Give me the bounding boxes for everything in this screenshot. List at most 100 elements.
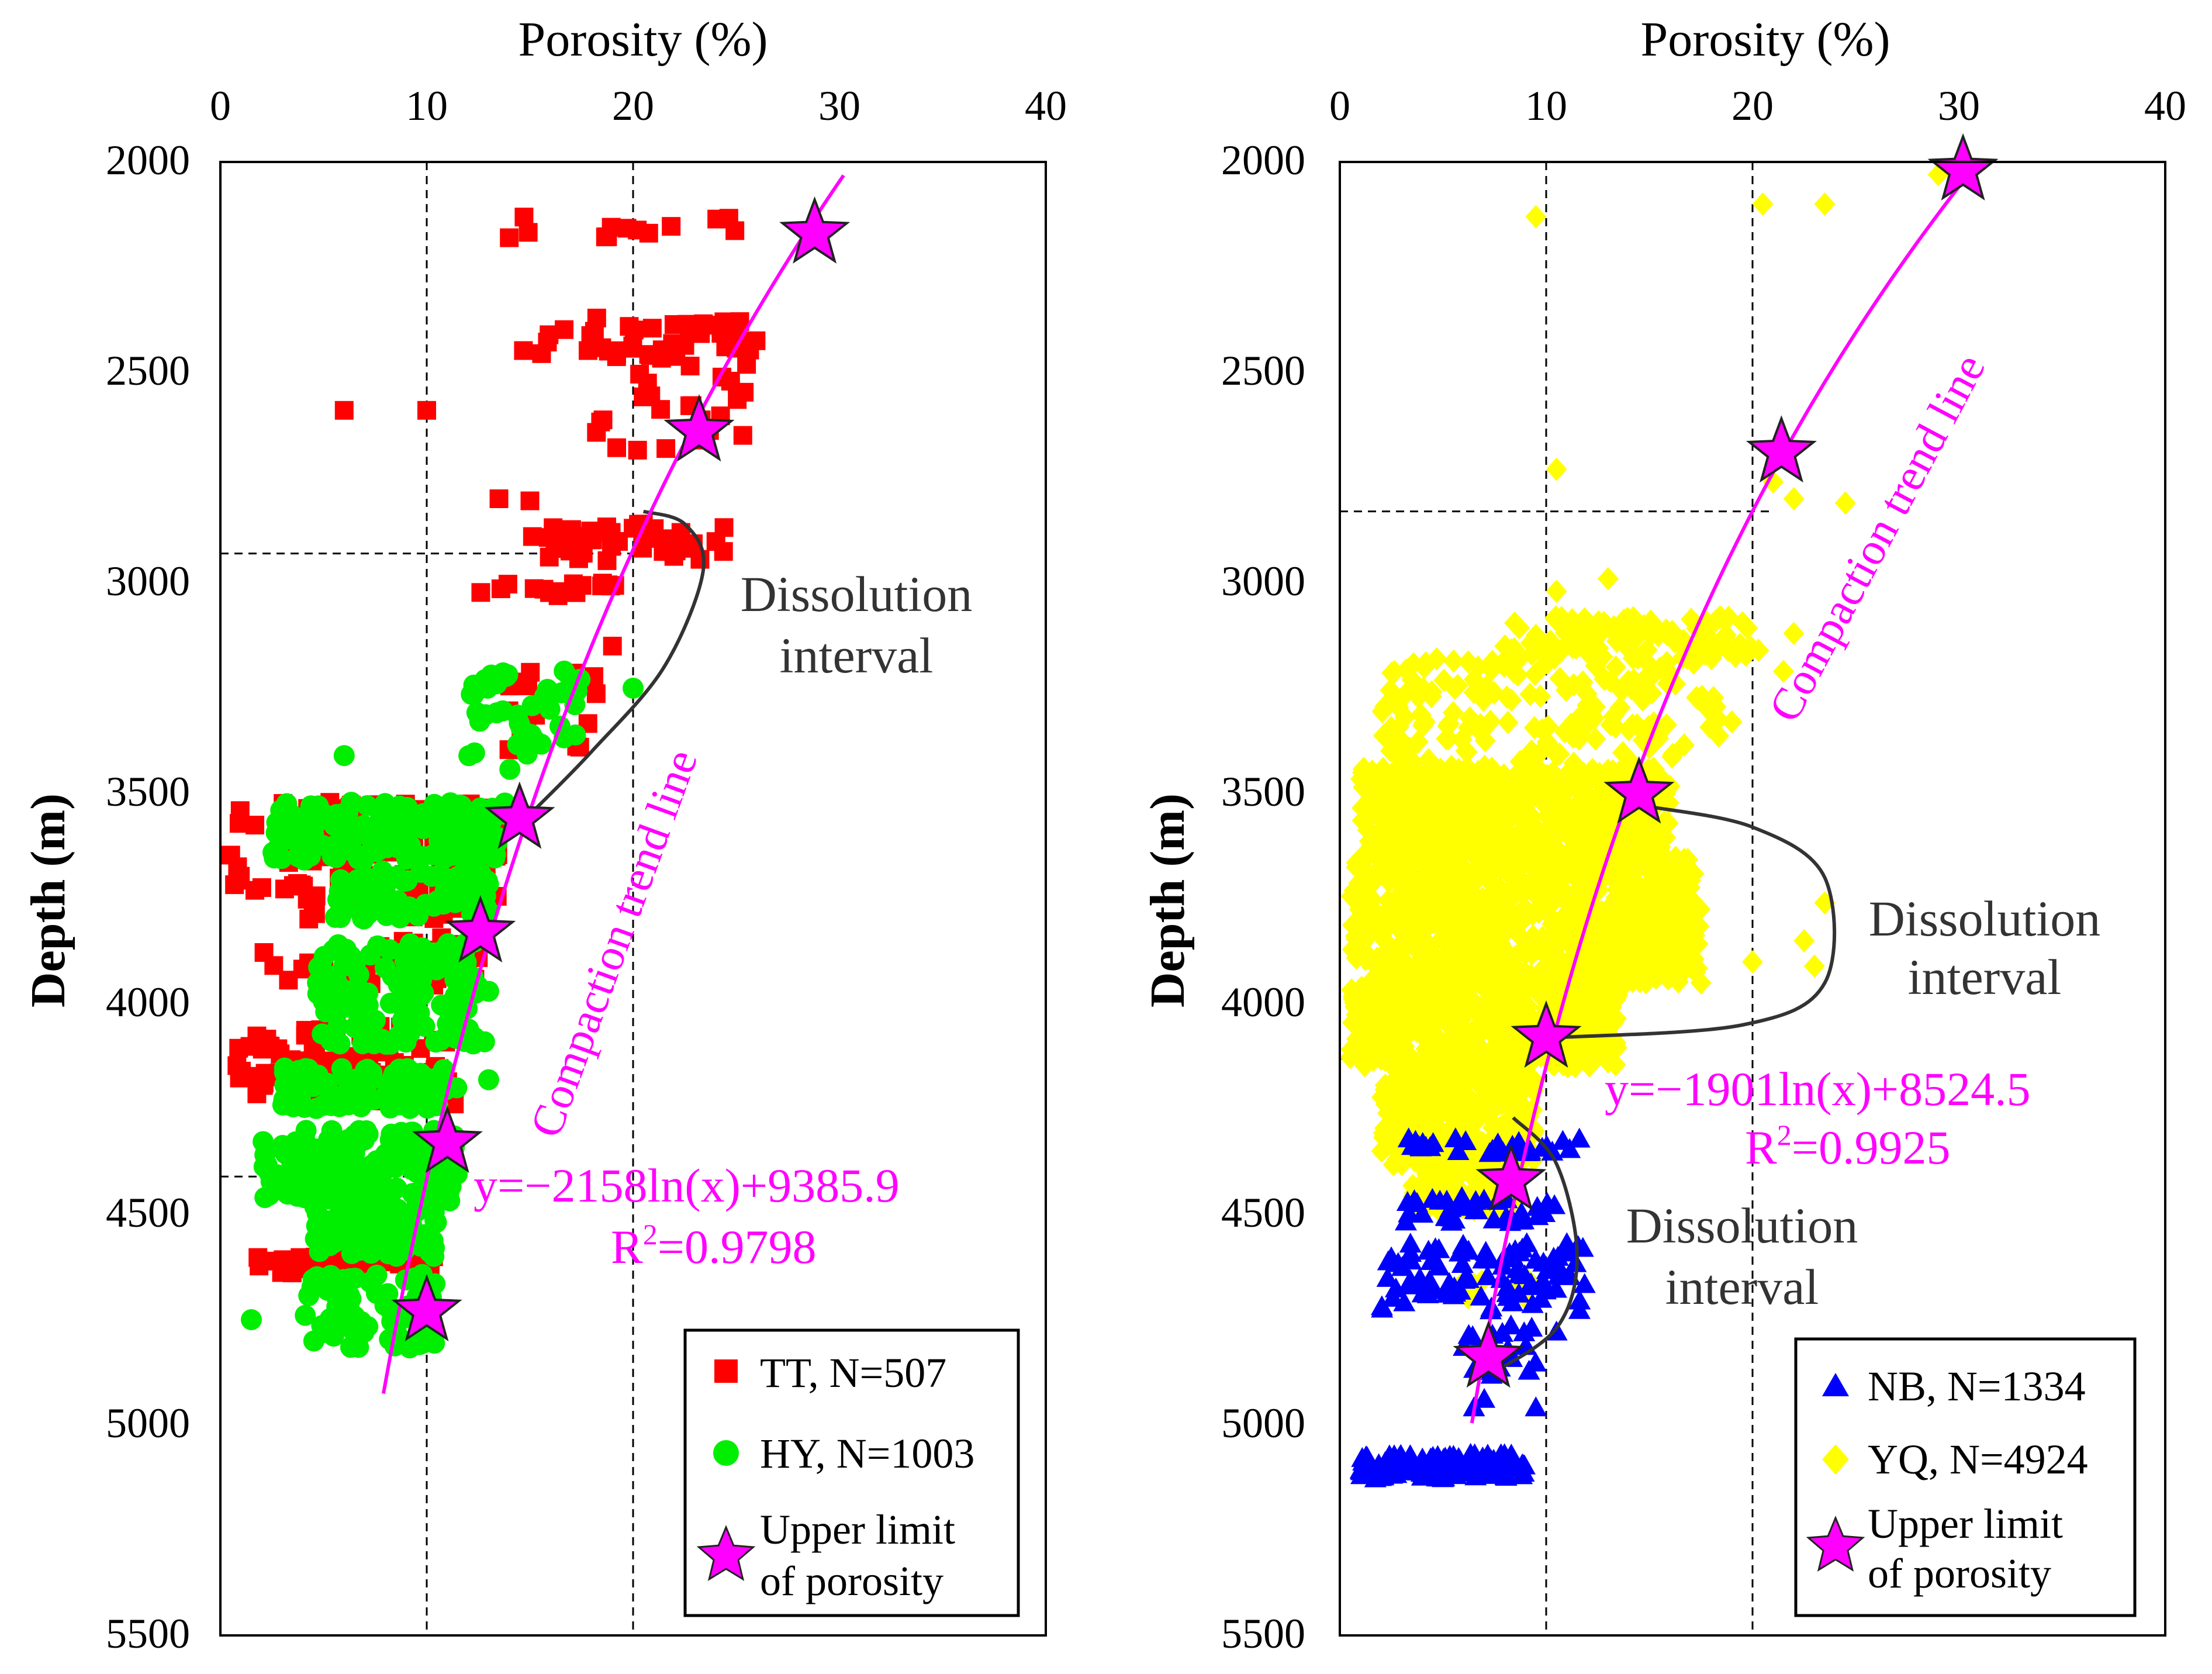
data-point (1585, 727, 1606, 751)
data-point (1540, 945, 1561, 969)
data-point (463, 684, 485, 705)
right-x-tick-label: 30 (1938, 82, 1980, 129)
left-legend-hy-label: HY, N=1003 (760, 1430, 974, 1477)
data-point (1489, 1022, 1511, 1046)
data-point (437, 933, 459, 954)
data-point (628, 440, 647, 460)
data-point (1603, 933, 1625, 957)
data-point (1814, 192, 1836, 216)
right-x-axis-title: Porosity (%) (1641, 12, 1890, 67)
data-point (593, 410, 613, 430)
data-point (656, 439, 676, 458)
data-point (1418, 816, 1440, 840)
right-legend-nb-label: NB, N=1334 (1868, 1363, 2086, 1410)
data-point (1742, 950, 1763, 974)
data-point (578, 527, 597, 546)
data-point (1636, 877, 1657, 901)
data-point (1497, 710, 1519, 734)
data-point (534, 579, 554, 599)
left-r-squared: R2=0.9798 (611, 1218, 816, 1273)
data-point (1578, 615, 1599, 638)
data-point (1615, 613, 1637, 637)
left-r2-prefix: R (611, 1220, 643, 1273)
data-point (1342, 987, 1364, 1011)
data-point (256, 1154, 278, 1176)
data-point (1681, 916, 1703, 940)
data-point (555, 320, 574, 339)
data-point (1709, 605, 1731, 629)
data-point (320, 836, 342, 858)
data-point (1392, 730, 1413, 754)
data-point (417, 401, 436, 420)
data-point (1608, 974, 1629, 998)
left-dissolution-curve (533, 509, 706, 812)
data-point (365, 841, 387, 862)
data-point (348, 817, 370, 838)
data-point (617, 219, 637, 238)
data-point (436, 846, 458, 868)
data-point (1701, 647, 1722, 671)
data-point (1468, 940, 1490, 964)
left-legend-tt-marker (714, 1359, 738, 1383)
data-point (1510, 776, 1532, 800)
data-point (443, 999, 465, 1020)
data-point (398, 1061, 420, 1082)
data-point (1357, 799, 1378, 823)
data-point (1554, 621, 1576, 645)
data-point (281, 1159, 302, 1181)
data-point (1735, 638, 1757, 662)
left-y-axis-title: Depth (m) (21, 793, 75, 1007)
data-point (549, 534, 569, 554)
data-point (336, 1157, 357, 1178)
left-x-tick-label: 30 (818, 82, 860, 129)
data-point (634, 387, 653, 406)
data-point (706, 532, 725, 551)
data-point (298, 833, 319, 855)
data-point (499, 758, 521, 780)
data-point (1708, 724, 1730, 748)
data-point (1529, 825, 1551, 849)
data-point (323, 1232, 345, 1254)
data-point (407, 905, 429, 927)
data-point (1437, 833, 1459, 857)
data-point (630, 364, 649, 384)
data-point (459, 842, 481, 864)
data-point (1390, 782, 1411, 806)
data-point (412, 937, 433, 959)
data-point (1371, 700, 1393, 724)
data-point (1352, 757, 1374, 781)
data-point (737, 355, 756, 374)
data-point (254, 1074, 274, 1093)
data-point (662, 217, 681, 236)
data-point (1348, 871, 1370, 895)
data-point (1620, 926, 1642, 950)
data-point (1834, 491, 1856, 515)
data-point (523, 527, 542, 546)
data-point (1408, 685, 1429, 709)
data-point (1495, 858, 1516, 882)
right-dissolution-2-label-1: Dissolution (1626, 1197, 1858, 1254)
data-point (1380, 678, 1401, 702)
data-point (1377, 781, 1398, 805)
left-y-tick-labels: 2000 2500 3000 3500 4000 4500 5000 5500 (106, 137, 190, 1657)
data-point (336, 1133, 358, 1155)
data-point (1617, 669, 1639, 693)
left-r2-sup: 2 (643, 1218, 658, 1251)
data-point (1710, 630, 1731, 654)
data-point (1479, 862, 1501, 886)
right-x-tick-label: 0 (1329, 82, 1350, 129)
left-r2-value: =0.9798 (658, 1220, 817, 1273)
data-point (1662, 743, 1684, 767)
data-point (514, 341, 533, 360)
data-point (1748, 638, 1769, 662)
data-point (623, 678, 644, 699)
data-point (275, 1143, 296, 1164)
data-point (1605, 1037, 1626, 1061)
data-point (276, 793, 298, 814)
data-point (335, 938, 357, 960)
data-point (1411, 896, 1432, 920)
left-dissolution-label-2: interval (780, 627, 934, 684)
data-point (605, 341, 624, 360)
data-point (1501, 805, 1523, 829)
data-point (389, 819, 410, 840)
